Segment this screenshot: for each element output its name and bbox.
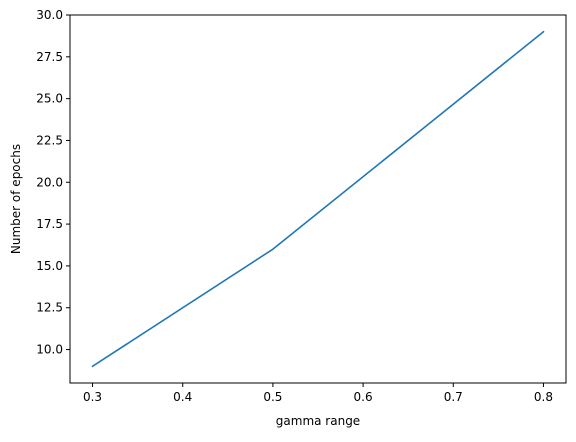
y-tick-label: 20.0 xyxy=(36,175,63,189)
y-tick-label: 22.5 xyxy=(36,133,63,147)
y-tick-label: 30.0 xyxy=(36,8,63,22)
x-tick-label: 0.7 xyxy=(444,390,463,404)
x-axis-ticks: 0.3 0.4 0.5 0.6 0.7 0.8 xyxy=(83,383,553,404)
series-line xyxy=(91,30,545,368)
series-layer xyxy=(91,30,545,368)
y-tick-label: 12.5 xyxy=(36,301,63,315)
x-tick-label: 0.4 xyxy=(173,390,192,404)
x-axis-label: gamma range xyxy=(276,414,360,428)
x-tick-label: 0.3 xyxy=(83,390,102,404)
x-tick-label: 0.5 xyxy=(263,390,282,404)
plot-frame xyxy=(69,14,567,384)
y-axis-label: Number of epochs xyxy=(9,144,23,254)
y-tick-label: 15.0 xyxy=(36,259,63,273)
y-tick-label: 25.0 xyxy=(36,92,63,106)
y-axis-ticks: 10.0 12.5 15.0 17.5 20.0 22.5 25.0 27.5 30.0 xyxy=(36,8,70,357)
plot-background xyxy=(70,15,566,383)
x-tick-label: 0.6 xyxy=(354,390,373,404)
y-tick-label: 10.0 xyxy=(36,343,63,357)
y-tick-label: 17.5 xyxy=(36,217,63,231)
x-tick-label: 0.8 xyxy=(534,390,553,404)
y-tick-label: 27.5 xyxy=(36,50,63,64)
